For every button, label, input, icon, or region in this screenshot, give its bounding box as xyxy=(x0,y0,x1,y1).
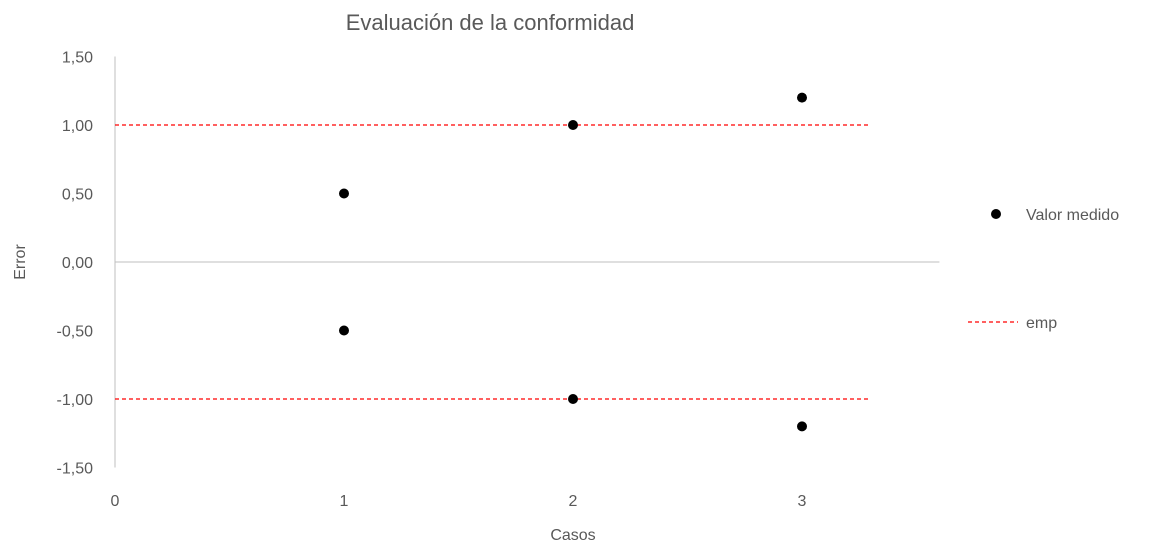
data-point xyxy=(797,92,807,103)
data-point xyxy=(339,325,349,336)
y-tick-label: 0,00 xyxy=(62,255,93,272)
x-tick-label: 3 xyxy=(798,493,807,510)
legend-label-emp: emp xyxy=(1026,315,1057,332)
x-tick-label: 0 xyxy=(111,493,120,510)
y-tick-label: -0,50 xyxy=(57,324,94,341)
legend-label-valor-medido: Valor medido xyxy=(1026,207,1119,224)
valor-medido-series xyxy=(339,92,807,432)
y-tick-label: 1,00 xyxy=(62,118,93,135)
data-point xyxy=(339,188,349,199)
x-axis-title: Casos xyxy=(550,527,595,544)
data-point xyxy=(797,421,807,432)
data-point xyxy=(568,120,578,130)
legend: Valor medido emp xyxy=(968,207,1119,332)
y-tick-label: 1,50 xyxy=(62,50,93,67)
y-tick-label: -1,00 xyxy=(57,392,94,409)
x-tick-labels: 0 1 2 3 xyxy=(111,493,807,510)
y-tick-label: -1,50 xyxy=(57,461,94,478)
y-tick-label: 0,50 xyxy=(62,187,93,204)
x-tick-label: 1 xyxy=(340,493,349,510)
data-point xyxy=(568,394,578,404)
chart-title: Evaluación de la conformidad xyxy=(346,10,635,35)
legend-marker-valor-medido xyxy=(991,209,1001,219)
y-tick-labels: 1,50 1,00 0,50 0,00 -0,50 -1,00 -1,50 xyxy=(57,50,94,478)
x-tick-label: 2 xyxy=(569,493,578,510)
y-axis-title: Error xyxy=(12,244,29,280)
